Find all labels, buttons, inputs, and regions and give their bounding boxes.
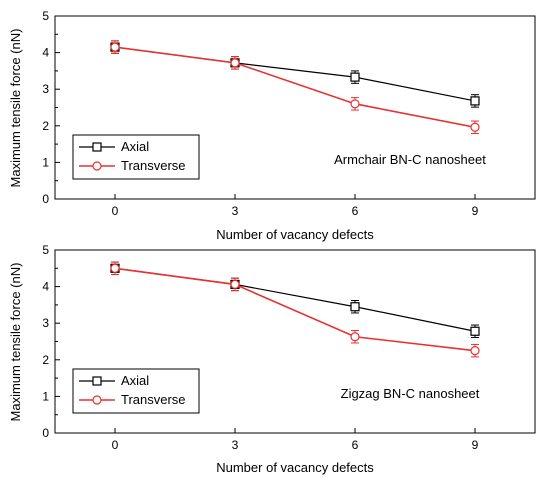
y-tick-label: 0	[42, 192, 49, 206]
x-tick-label: 6	[352, 438, 359, 452]
y-tick-label: 3	[42, 82, 49, 96]
chart-annotation: Armchair BN-C nanosheet	[334, 152, 486, 167]
data-point-axial	[350, 72, 360, 82]
legend-box	[72, 134, 200, 180]
data-point-transverse	[230, 58, 240, 68]
y-tick-label: 0	[42, 426, 49, 440]
data-point-transverse	[470, 346, 480, 356]
legend-marker-transverse	[92, 161, 102, 171]
y-ticks: 0 1 2 3 4 5	[42, 243, 60, 440]
data-point-transverse	[350, 99, 360, 109]
legend-marker-transverse	[92, 395, 102, 405]
y-tick-label: 5	[42, 243, 49, 257]
legend-label-axial: Axial	[121, 373, 149, 388]
data-point-transverse	[350, 332, 360, 342]
data-point-axial	[350, 302, 360, 312]
chart-zigzag: Maximum tensile force (nN) Number of vac…	[8, 243, 536, 475]
y-tick-label: 1	[42, 389, 49, 403]
x-ticks: 0 3 6 9	[112, 428, 479, 452]
x-tick-label: 3	[232, 438, 239, 452]
x-tick-label: 0	[112, 438, 119, 452]
series-line-axial	[114, 46, 476, 102]
data-point-axial	[470, 326, 480, 336]
x-tick-label: 3	[232, 204, 239, 218]
legend-marker-axial	[92, 142, 102, 152]
x-tick-label: 9	[472, 438, 479, 452]
y-tick-label: 2	[42, 353, 49, 367]
legend: Axial Transverse	[72, 368, 200, 414]
chart-annotation: Zigzag BN-C nanosheet	[341, 386, 480, 401]
y-tick-label: 1	[42, 155, 49, 169]
data-point-axial	[470, 96, 480, 106]
series-line-transverse	[114, 46, 476, 129]
data-point-transverse	[230, 279, 240, 290]
legend-box	[72, 368, 200, 414]
y-axis-label: Maximum tensile force (nN)	[8, 29, 23, 188]
series-line-axial	[114, 267, 476, 332]
legend: Axial Transverse	[72, 134, 200, 180]
data-point-transverse	[470, 122, 480, 132]
x-tick-label: 9	[472, 204, 479, 218]
y-axis-label: Maximum tensile force (nN)	[8, 263, 23, 422]
x-axis-label: Number of vacancy defects	[216, 227, 374, 242]
x-tick-label: 6	[352, 204, 359, 218]
data-point-transverse	[110, 42, 120, 52]
legend-marker-axial	[92, 376, 102, 386]
legend-label-transverse: Transverse	[121, 158, 186, 173]
x-tick-label: 0	[112, 204, 119, 218]
y-tick-label: 5	[42, 9, 49, 23]
series-line-transverse	[114, 267, 476, 352]
data-point-transverse	[110, 263, 120, 273]
legend-label-transverse: Transverse	[121, 392, 186, 407]
y-ticks: 0 1 2 3 4 5	[42, 9, 60, 206]
y-tick-label: 4	[42, 280, 49, 294]
series-layer	[110, 40, 480, 134]
y-tick-label: 4	[42, 46, 49, 60]
series-layer	[110, 261, 480, 358]
x-axis-label: Number of vacancy defects	[216, 460, 374, 475]
legend-label-axial: Axial	[121, 139, 149, 154]
y-tick-label: 3	[42, 316, 49, 330]
y-tick-label: 2	[42, 119, 49, 133]
x-ticks: 0 3 6 9	[112, 194, 479, 218]
chart-armchair: Maximum tensile force (nN) Number of vac…	[8, 9, 536, 242]
